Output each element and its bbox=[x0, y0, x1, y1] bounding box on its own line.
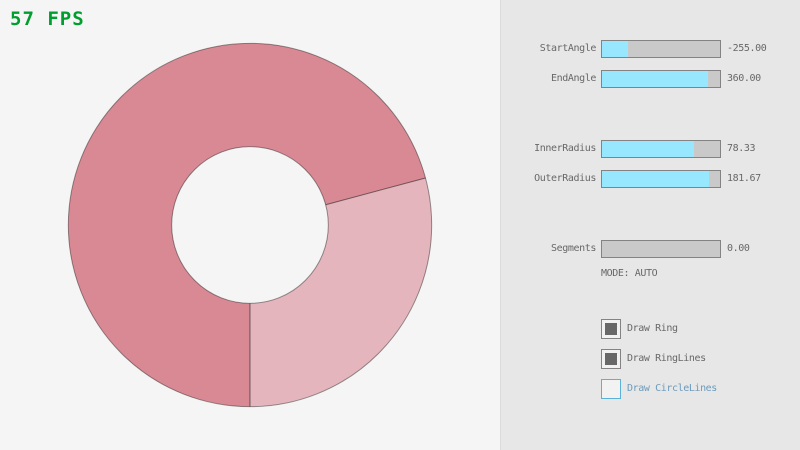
outerradius-value: 181.67 bbox=[727, 173, 761, 184]
startangle-label: StartAngle bbox=[539, 43, 597, 54]
startangle-value: -255.00 bbox=[727, 43, 767, 54]
draw-circlelines-label: Draw CircleLines bbox=[627, 383, 717, 394]
checkmark bbox=[605, 353, 617, 365]
segments-slider[interactable] bbox=[601, 240, 721, 258]
slider-row-outerradius: OuterRadius 181.67 bbox=[501, 170, 800, 188]
endangle-label: EndAngle bbox=[551, 73, 596, 84]
outerradius-label: OuterRadius bbox=[534, 173, 596, 184]
segments-value: 0.00 bbox=[727, 243, 750, 254]
innerradius-value: 78.33 bbox=[727, 143, 756, 154]
draw-ring-label: Draw Ring bbox=[627, 323, 678, 334]
outerradius-slider[interactable] bbox=[601, 170, 721, 188]
checkbox-row-draw-ring: Draw Ring bbox=[501, 319, 800, 339]
ring-radial-line-end bbox=[325, 177, 426, 206]
endangle-value: 360.00 bbox=[727, 73, 761, 84]
checkbox-row-draw-ringlines: Draw RingLines bbox=[501, 349, 800, 369]
innerradius-slider-fill bbox=[602, 141, 695, 157]
draw-ringlines-label: Draw RingLines bbox=[627, 353, 706, 364]
segments-mode-text: MODE: AUTO bbox=[601, 268, 658, 279]
slider-row-innerradius: InnerRadius 78.33 bbox=[501, 140, 800, 158]
checkmark bbox=[605, 323, 617, 335]
innerradius-slider[interactable] bbox=[601, 140, 721, 158]
slider-row-endangle: EndAngle 360.00 bbox=[501, 70, 800, 88]
startangle-slider-fill bbox=[602, 41, 628, 57]
endangle-slider-fill bbox=[602, 71, 709, 87]
slider-row-segments: Segments 0.00 bbox=[501, 240, 800, 258]
draw-ringlines-checkbox[interactable] bbox=[601, 349, 621, 369]
draw-ring-checkbox[interactable] bbox=[601, 319, 621, 339]
segments-label: Segments bbox=[551, 243, 596, 254]
draw-circlelines-checkbox[interactable] bbox=[601, 379, 621, 399]
ring-sector-double-pass bbox=[68, 43, 426, 407]
ring-sector-single-pass bbox=[250, 177, 432, 407]
endangle-slider[interactable] bbox=[601, 70, 721, 88]
control-panel: StartAngle -255.00 EndAngle 360.00 Inner… bbox=[500, 0, 800, 450]
outerradius-slider-fill bbox=[602, 171, 710, 187]
innerradius-label: InnerRadius bbox=[534, 143, 596, 154]
checkbox-row-draw-circlelines: Draw CircleLines bbox=[501, 379, 800, 399]
fps-counter: 57 FPS bbox=[10, 8, 85, 30]
ring-inner-outline bbox=[171, 146, 329, 304]
startangle-slider[interactable] bbox=[601, 40, 721, 58]
slider-row-startangle: StartAngle -255.00 bbox=[501, 40, 800, 58]
